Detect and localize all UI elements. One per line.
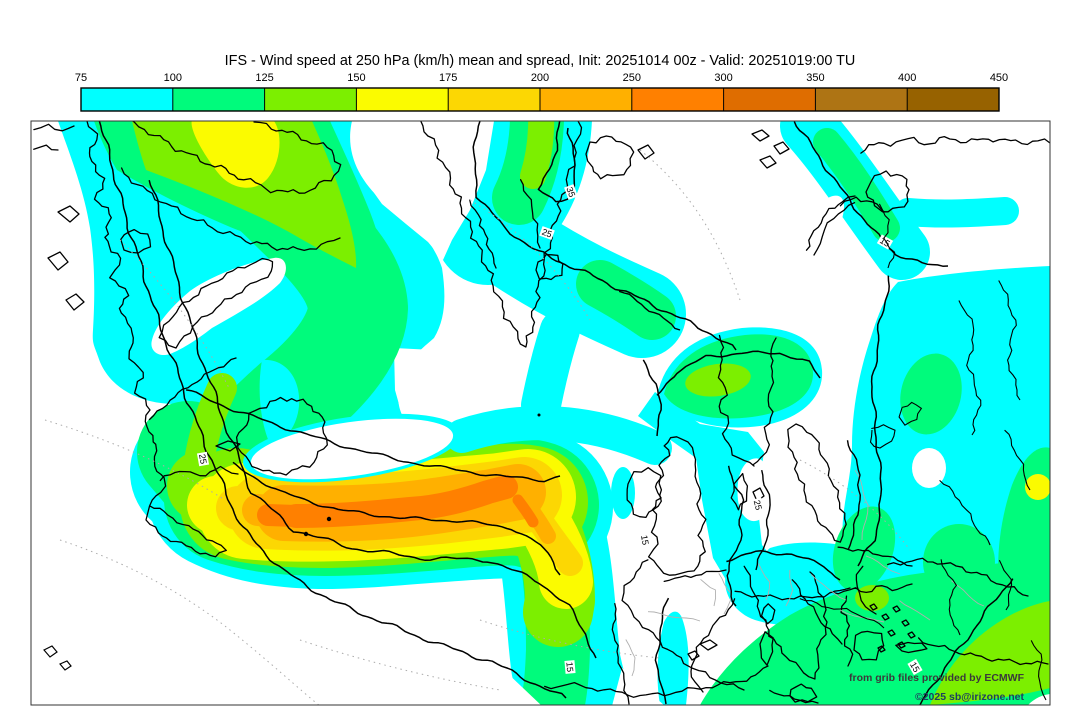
svg-text:15: 15 <box>908 660 922 674</box>
svg-text:250: 250 <box>623 72 641 84</box>
svg-text:350: 350 <box>806 72 824 84</box>
svg-text:25: 25 <box>197 453 209 465</box>
svg-text:35: 35 <box>564 186 577 199</box>
svg-text:300: 300 <box>714 72 732 84</box>
svg-text:125: 125 <box>255 72 273 84</box>
svg-text:25: 25 <box>752 499 764 511</box>
svg-text:©2025 sb@irizone.net: ©2025 sb@irizone.net <box>915 691 1025 703</box>
svg-text:15: 15 <box>639 534 651 546</box>
svg-text:150: 150 <box>347 72 365 84</box>
svg-text:200: 200 <box>531 72 549 84</box>
svg-text:400: 400 <box>898 72 916 84</box>
svg-text:100: 100 <box>164 72 182 84</box>
svg-text:from grib files provided by EC: from grib files provided by ECMWF <box>849 672 1025 684</box>
svg-text:15: 15 <box>564 662 575 673</box>
svg-text:IFS - Wind speed at 250 hPa (k: IFS - Wind speed at 250 hPa (km/h) mean … <box>225 53 856 69</box>
svg-text:25: 25 <box>541 227 554 240</box>
svg-text:75: 75 <box>75 72 87 84</box>
svg-text:175: 175 <box>439 72 457 84</box>
svg-text:450: 450 <box>990 72 1008 84</box>
